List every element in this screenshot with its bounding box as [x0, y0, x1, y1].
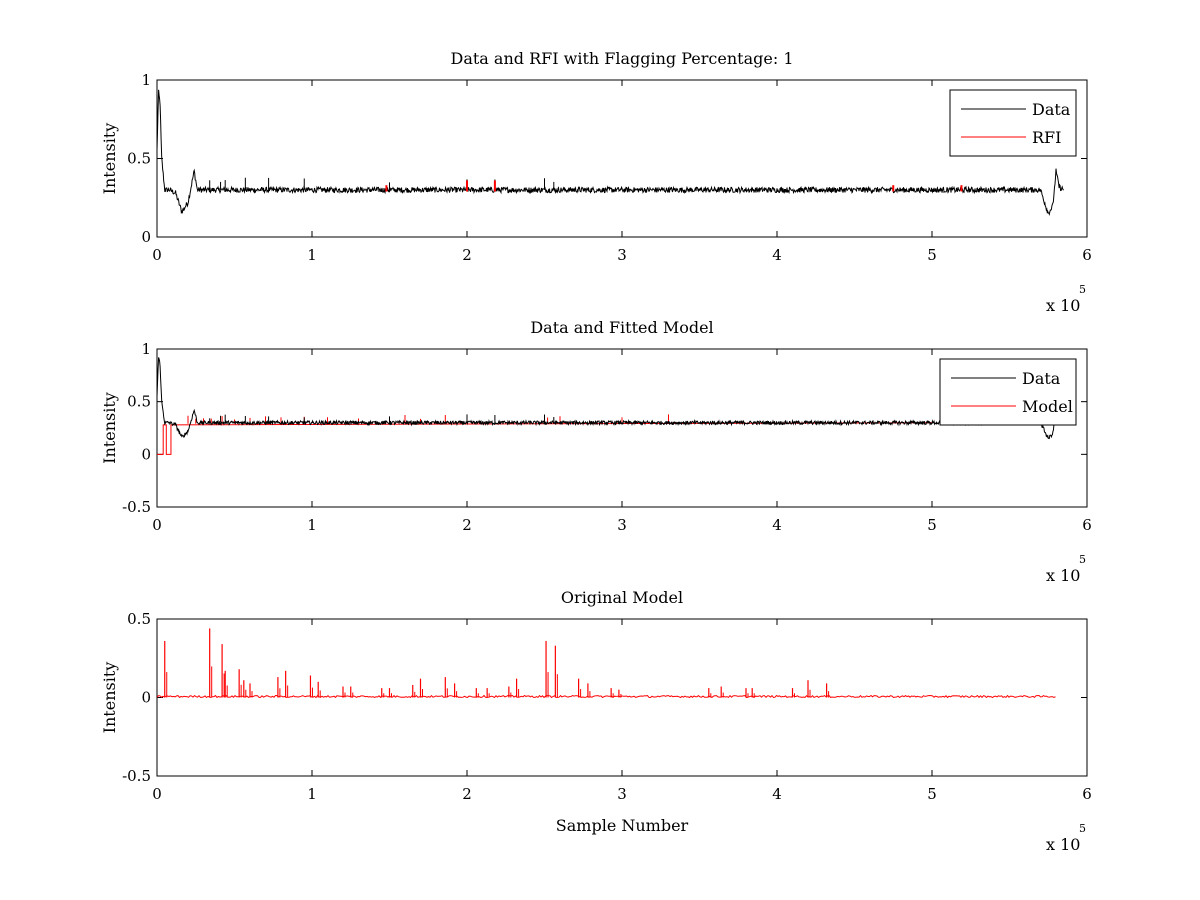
- chart-title: Original Model: [561, 588, 683, 607]
- plot-marks: [157, 357, 1064, 455]
- x-tick-label: 5: [927, 246, 937, 264]
- y-axis-label: Intensity: [100, 123, 119, 195]
- x-tick-label: 4: [772, 785, 782, 803]
- x-tick-label: 6: [1082, 246, 1092, 264]
- x-tick-label: 5: [927, 516, 937, 534]
- plot-marks: [157, 628, 1056, 699]
- x-tick-label: 4: [772, 246, 782, 264]
- series-data-line: [157, 89, 1064, 217]
- x-exponent: 5: [1079, 822, 1086, 835]
- x-multiplier: x 10: [1046, 296, 1080, 315]
- x-tick-label: 3: [617, 785, 627, 803]
- y-axis-label: Intensity: [100, 662, 119, 734]
- x-tick-label: 1: [307, 516, 317, 534]
- x-axis-label: Sample Number: [556, 816, 689, 835]
- legend-label: RFI: [1032, 128, 1061, 147]
- legend-box: [949, 89, 1077, 157]
- y-tick-label: 1: [141, 71, 151, 89]
- legend-label: Data: [1022, 369, 1061, 388]
- y-tick-label: 1: [141, 340, 151, 358]
- y-tick-label: -0.5: [122, 498, 151, 516]
- y-tick-label: 0.5: [127, 393, 151, 411]
- x-tick-label: 0: [152, 785, 162, 803]
- x-exponent: 5: [1079, 283, 1086, 296]
- legend-box: [939, 358, 1077, 426]
- chart-panel-1: Data and RFI with Flagging Percentage: 1…: [100, 49, 1092, 315]
- x-multiplier: x 10: [1046, 835, 1080, 854]
- series-data-line: [157, 357, 1064, 440]
- x-tick-label: 2: [462, 246, 472, 264]
- legend-label: Data: [1032, 100, 1071, 119]
- plot-marks: [157, 89, 1064, 217]
- x-tick-label: 6: [1082, 785, 1092, 803]
- chart-title: Data and RFI with Flagging Percentage: 1: [450, 49, 793, 68]
- x-tick-label: 2: [462, 516, 472, 534]
- x-multiplier: x 10: [1046, 566, 1080, 585]
- x-exponent: 5: [1079, 553, 1086, 566]
- y-tick-label: 0: [141, 228, 151, 246]
- x-tick-label: 4: [772, 516, 782, 534]
- legend: Data Model: [939, 358, 1077, 426]
- y-tick-label: 0: [141, 689, 151, 707]
- y-axis-label: Intensity: [100, 392, 119, 464]
- x-tick-label: 0: [152, 516, 162, 534]
- legend: Data RFI: [949, 89, 1077, 157]
- y-tick-label: 0: [141, 445, 151, 463]
- x-tick-label: 0: [152, 246, 162, 264]
- y-tick-label: -0.5: [122, 767, 151, 785]
- x-tick-label: 1: [307, 246, 317, 264]
- plot-area-frame: [156, 79, 1088, 238]
- y-tick-label: 0.5: [127, 610, 151, 628]
- x-tick-label: 6: [1082, 516, 1092, 534]
- legend-label: Model: [1022, 397, 1073, 416]
- series-model-baseline: [157, 694, 1056, 699]
- chart-title: Data and Fitted Model: [530, 318, 713, 337]
- x-tick-label: 2: [462, 785, 472, 803]
- x-tick-label: 5: [927, 785, 937, 803]
- x-tick-label: 3: [617, 516, 627, 534]
- x-tick-label: 3: [617, 246, 627, 264]
- y-tick-label: 0.5: [127, 150, 151, 168]
- x-tick-label: 1: [307, 785, 317, 803]
- series-model-line: [157, 422, 933, 455]
